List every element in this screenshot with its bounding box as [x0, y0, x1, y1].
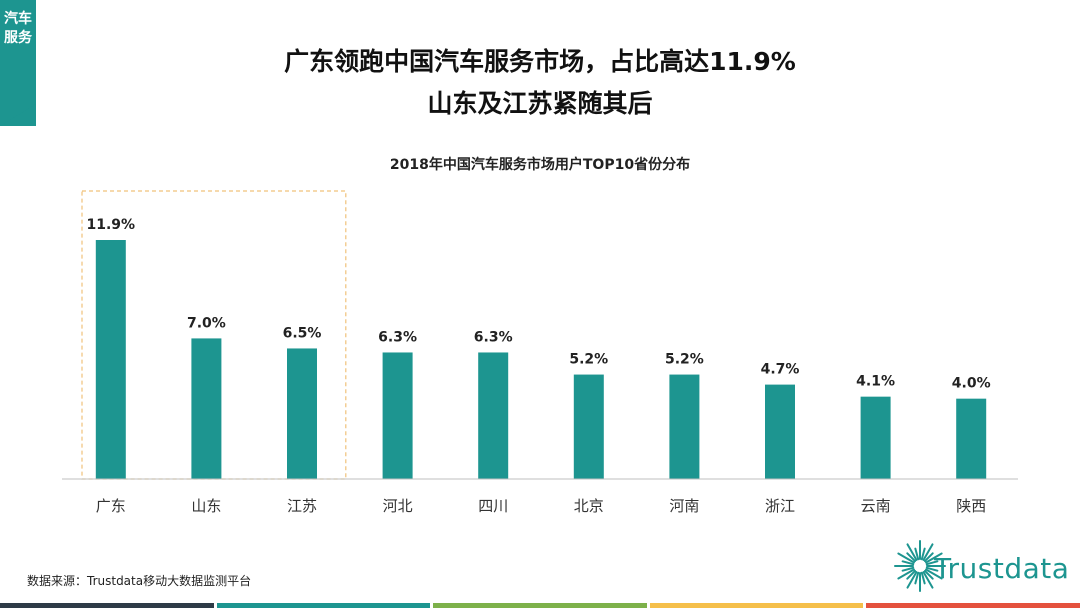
value-label-9: 4.0%: [952, 376, 991, 392]
bar-9: [956, 398, 987, 479]
headline-line2: 山东及江苏紧随其后: [427, 89, 653, 118]
side-tab: 汽车服务: [0, 0, 36, 126]
value-label-3: 6.3%: [378, 329, 417, 345]
bar-3: [382, 352, 413, 479]
category-label-1: 山东: [191, 497, 221, 515]
value-label-6: 5.2%: [665, 352, 704, 368]
category-label-8: 云南: [861, 497, 891, 515]
category-label-5: 北京: [574, 497, 604, 515]
value-label-4: 6.3%: [474, 329, 513, 345]
bar-5: [573, 374, 604, 479]
footer-stripe-4: [866, 603, 1080, 608]
value-label-7: 4.7%: [761, 362, 800, 378]
value-label-0: 11.9%: [87, 217, 136, 233]
headline-line1: 广东领跑中国汽车服务市场，占比高达11.9%: [284, 47, 796, 76]
category-label-4: 四川: [478, 497, 508, 515]
bar-2: [287, 348, 317, 479]
bar-8: [860, 396, 891, 479]
value-label-5: 5.2%: [569, 352, 608, 368]
category-label-0: 广东: [96, 497, 126, 515]
logo-text: Trustdata: [934, 552, 1070, 585]
bar-6: [669, 374, 700, 479]
footer-stripe-2: [433, 603, 647, 608]
bar-chart: 11.9% 广东 7.0% 山东 6.5% 江苏 6.3% 河北 6.3% 四川 5.2% 北京 5.2…: [62, 190, 1018, 515]
bar-7: [765, 384, 795, 479]
highlight-box: [81, 190, 347, 480]
footer-stripe-0: [0, 603, 214, 608]
bar-1: [191, 338, 222, 479]
bar-0: [95, 240, 126, 479]
footer-stripes: [0, 603, 1080, 608]
value-label-8: 4.1%: [856, 374, 895, 390]
data-source: 数据来源：Trustdata移动大数据监测平台: [27, 574, 252, 588]
trustdata-logo: Trustdata: [894, 538, 1069, 594]
value-label-1: 7.0%: [187, 315, 226, 331]
side-tab-label: 汽车服务: [4, 11, 32, 46]
category-label-9: 陕西: [956, 497, 986, 515]
category-label-6: 河南: [669, 497, 699, 515]
chart-title: 2018年中国汽车服务市场用户TOP10省份分布: [389, 157, 691, 173]
starburst-icon: [894, 540, 946, 592]
category-label-2: 江苏: [287, 497, 317, 515]
bar-4: [478, 352, 509, 479]
value-label-2: 6.5%: [283, 325, 322, 341]
category-label-3: 河北: [383, 497, 413, 515]
footer-stripe-1: [216, 603, 431, 608]
footer-stripe-3: [649, 603, 864, 608]
category-label-7: 浙江: [765, 497, 795, 515]
